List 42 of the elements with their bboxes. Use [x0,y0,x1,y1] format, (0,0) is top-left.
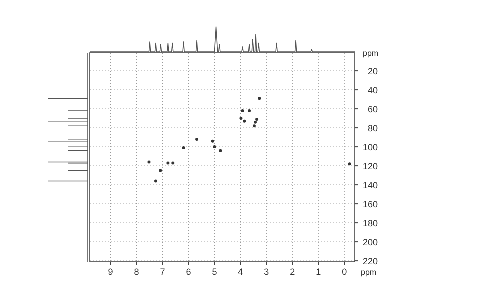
x-tick-label: 2 [290,267,296,277]
y-axis-title: ppm [363,49,379,58]
y-tick-label: 200 [362,238,378,248]
y-tick-label: 100 [362,142,378,153]
point [159,169,162,172]
point [182,146,186,150]
y-tick-label: 220 [362,256,378,267]
point [348,162,352,166]
point [154,180,158,183]
x-tick-label: 0 [342,267,348,277]
y-tick-label: 180 [362,218,378,229]
y-tick-label: 140 [362,180,378,191]
x-tick-label: 6 [186,267,192,277]
point [166,162,170,165]
x-tick-label: 4 [238,267,244,277]
point [240,117,243,120]
x-tick-label: 5 [212,267,218,277]
x-tick-label: 8 [134,267,140,277]
y-tick-label: 80 [368,124,378,134]
point [148,160,151,164]
x-tick-label: 7 [160,267,166,277]
point [256,118,259,121]
point [211,140,214,143]
x-tick-label: 9 [108,267,114,277]
y-tick-label: 120 [362,162,378,172]
y-tick-label: 60 [368,104,378,115]
x-axis-title: ppm [361,268,377,277]
point [196,138,199,141]
point [241,109,244,112]
y-tick-label: 20 [368,66,378,77]
point [219,149,222,152]
y-tick-label: 160 [362,200,378,210]
x-tick-label: 1 [316,267,322,277]
point [258,97,262,100]
x-tick-label: 3 [264,267,270,277]
point [254,120,257,124]
y-tick-label: 40 [368,86,378,96]
point [252,124,256,128]
point [213,146,216,149]
point [172,162,175,165]
point [243,120,246,123]
point [248,109,252,112]
